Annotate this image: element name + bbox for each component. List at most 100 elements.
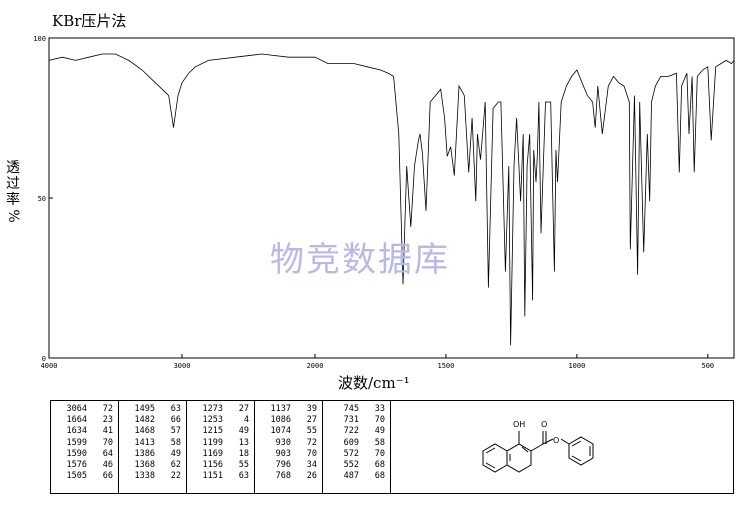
peak-transmittance: 55 [306, 426, 317, 437]
peak-row: 1215 49 [187, 426, 254, 437]
peak-wavenumber: 1590 [66, 448, 87, 459]
peak-wavenumber: 903 [275, 448, 291, 459]
peak-transmittance: 70 [374, 448, 385, 459]
ester-bond [530, 443, 544, 452]
spectrum-series-line [48, 53, 735, 346]
peak-wavenumber: 745 [343, 404, 359, 414]
peak-transmittance: 27 [238, 404, 249, 414]
peak-transmittance: 39 [306, 404, 317, 414]
peak-wavenumber: 1074 [270, 426, 291, 437]
peak-wavenumber: 487 [343, 471, 359, 482]
peak-transmittance: 41 [102, 426, 113, 437]
peak-row: 1599 70 [51, 438, 118, 449]
peak-row: 768 26 [255, 471, 322, 482]
peak-transmittance: 26 [306, 471, 317, 482]
peak-row: 1468 57 [119, 426, 186, 437]
peak-row: 796 34 [255, 460, 322, 471]
peak-table-column: 1273 27 1253 4 1215 49 1199 13 1169 18 1156 55 1151 6… [187, 401, 255, 493]
x-tick-label: 1000 [568, 362, 585, 370]
y-label-char: 率 [6, 192, 20, 208]
peak-transmittance: 34 [306, 459, 317, 470]
peak-wavenumber: 1576 [66, 459, 87, 470]
y-tick-label: 50 [38, 195, 46, 203]
peak-row: 1505 66 [51, 471, 118, 482]
peak-wavenumber: 572 [343, 448, 359, 459]
peak-columns: 3064 72 1664 23 1634 41 1599 70 1590 64 1576 46 1505… [51, 401, 391, 493]
peak-wavenumber: 1253 [202, 415, 223, 426]
peak-wavenumber: 1273 [202, 404, 223, 414]
peak-row: 1199 13 [187, 438, 254, 449]
x-axis-label: 波数/cm⁻¹ [338, 374, 410, 392]
peak-transmittance: 58 [170, 437, 181, 448]
y-tick-label: 0 [42, 355, 46, 363]
peak-transmittance: 49 [238, 426, 249, 437]
peak-row: 1482 66 [119, 415, 186, 426]
peak-wavenumber: 1599 [66, 437, 87, 448]
peak-table-column: 1137 39 1086 27 1074 55 930 72 903 70 796 34 768 26 [255, 401, 323, 493]
peak-row: 1413 58 [119, 438, 186, 449]
peak-wavenumber: 3064 [66, 404, 87, 414]
peak-transmittance: 68 [374, 471, 385, 482]
peak-transmittance: 27 [306, 415, 317, 426]
peak-wavenumber: 1505 [66, 471, 87, 482]
peak-row: 1664 23 [51, 415, 118, 426]
peak-transmittance: 72 [102, 404, 113, 414]
peak-transmittance: 70 [374, 415, 385, 426]
peak-transmittance: 49 [170, 448, 181, 459]
peak-row: 1495 63 [119, 404, 186, 415]
peak-row: 1169 18 [187, 449, 254, 460]
hydroxyl-label: OH [513, 420, 525, 429]
plot-frame [48, 37, 735, 359]
peak-row: 487 68 [323, 471, 390, 482]
axis-ticks: 4000 3000 2000 1500 1000 500 0 50 100 [33, 35, 714, 370]
x-tick-label: 3000 [174, 362, 191, 370]
peak-row: 1273 27 [187, 404, 254, 415]
peak-row: 1086 27 [255, 415, 322, 426]
peak-wavenumber: 1368 [134, 459, 155, 470]
x-tick-label: 500 [701, 362, 714, 370]
peak-wavenumber: 796 [275, 459, 291, 470]
peak-transmittance: 70 [102, 437, 113, 448]
peak-row: 1576 46 [51, 460, 118, 471]
peak-row: 1590 64 [51, 449, 118, 460]
peak-transmittance: 66 [170, 415, 181, 426]
peak-wavenumber: 1495 [134, 404, 155, 414]
carbonyl-oxygen-label: O [541, 420, 547, 429]
peak-wavenumber: 1215 [202, 426, 223, 437]
peak-transmittance: 70 [306, 448, 317, 459]
peak-transmittance: 46 [102, 459, 113, 470]
peak-table-column: 1495 63 1482 66 1468 57 1413 58 1386 49 1368 62 1338… [119, 401, 187, 493]
peak-wavenumber: 1468 [134, 426, 155, 437]
x-tick-label: 1500 [438, 362, 455, 370]
peak-transmittance: 63 [238, 471, 249, 482]
peak-row: 745 33 [323, 404, 390, 415]
peak-row: 1368 62 [119, 460, 186, 471]
peak-transmittance: 62 [170, 459, 181, 470]
peak-transmittance: 33 [374, 404, 385, 414]
peak-row: 1253 4 [187, 415, 254, 426]
phenyl-ring [568, 436, 594, 466]
x-tick-label: 2000 [307, 362, 324, 370]
peak-row: 1156 55 [187, 460, 254, 471]
peak-wavenumber: 1482 [134, 415, 155, 426]
peak-row: 552 68 [323, 460, 390, 471]
peak-transmittance: 23 [102, 415, 113, 426]
watermark: 物竞数据库 [270, 240, 450, 280]
peak-transmittance: 68 [374, 459, 385, 470]
peak-wavenumber: 1169 [202, 448, 223, 459]
ir-spectrum-chart: 4000 3000 2000 1500 1000 500 0 50 100 [33, 35, 735, 370]
peak-transmittance: 57 [170, 426, 181, 437]
peak-wavenumber: 552 [343, 459, 359, 470]
peak-row: 930 72 [255, 438, 322, 449]
peak-wavenumber: 722 [343, 426, 359, 437]
peak-wavenumber: 768 [275, 471, 291, 482]
peak-transmittance: 49 [374, 426, 385, 437]
peak-row: 572 70 [323, 449, 390, 460]
structure-diagram: OH O O [482, 420, 594, 473]
peak-row: 1074 55 [255, 426, 322, 437]
peak-row: 731 70 [323, 415, 390, 426]
molecular-structure: OH O O [391, 401, 733, 493]
peak-wavenumber: 1199 [202, 437, 223, 448]
peak-transmittance: 72 [306, 437, 317, 448]
peak-row: 1137 39 [255, 404, 322, 415]
